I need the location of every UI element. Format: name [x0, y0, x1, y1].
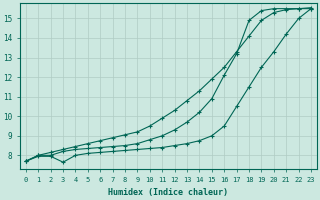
X-axis label: Humidex (Indice chaleur): Humidex (Indice chaleur): [108, 188, 228, 197]
